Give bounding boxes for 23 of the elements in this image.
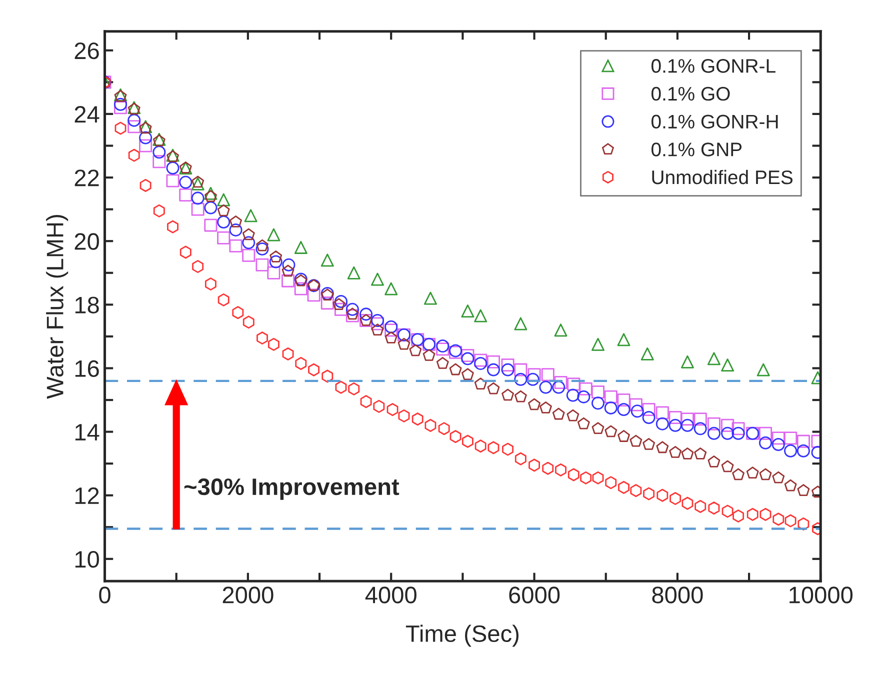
legend-label: 0.1% GONR-L <box>652 59 776 73</box>
x-tick-label: 10000 <box>790 586 853 604</box>
y-tick-label: 10 <box>75 550 99 568</box>
y-tick-label: 14 <box>75 424 100 440</box>
x-tick-label: 4000 <box>365 586 416 604</box>
y-tick-label: 12 <box>75 487 99 504</box>
y-axis-title: Water Flux (LMH) <box>46 215 68 399</box>
legend-label: Unmodified PES <box>652 170 793 184</box>
legend-label: 0.1% GO <box>652 86 730 101</box>
x-tick-label: 2000 <box>222 586 274 604</box>
legend-label: 0.1% GONR-H <box>652 114 778 129</box>
y-tick-label: 16 <box>75 360 99 378</box>
annotation: ~30% Improvement <box>184 478 400 500</box>
y-tick-label: 26 <box>74 42 99 60</box>
x-axis-title: Time (Sec) <box>406 624 519 647</box>
y-tick-label: 22 <box>74 170 99 186</box>
y-tick-label: 18 <box>75 296 99 314</box>
y-tick-label: 20 <box>74 233 99 250</box>
y-tick-label: 24 <box>74 106 100 123</box>
x-tick-label: 8000 <box>652 586 703 604</box>
legend-label: 0.1% GNP <box>652 142 742 156</box>
x-tick-label: 0 <box>99 586 110 604</box>
x-tick-label: 6000 <box>509 586 560 604</box>
